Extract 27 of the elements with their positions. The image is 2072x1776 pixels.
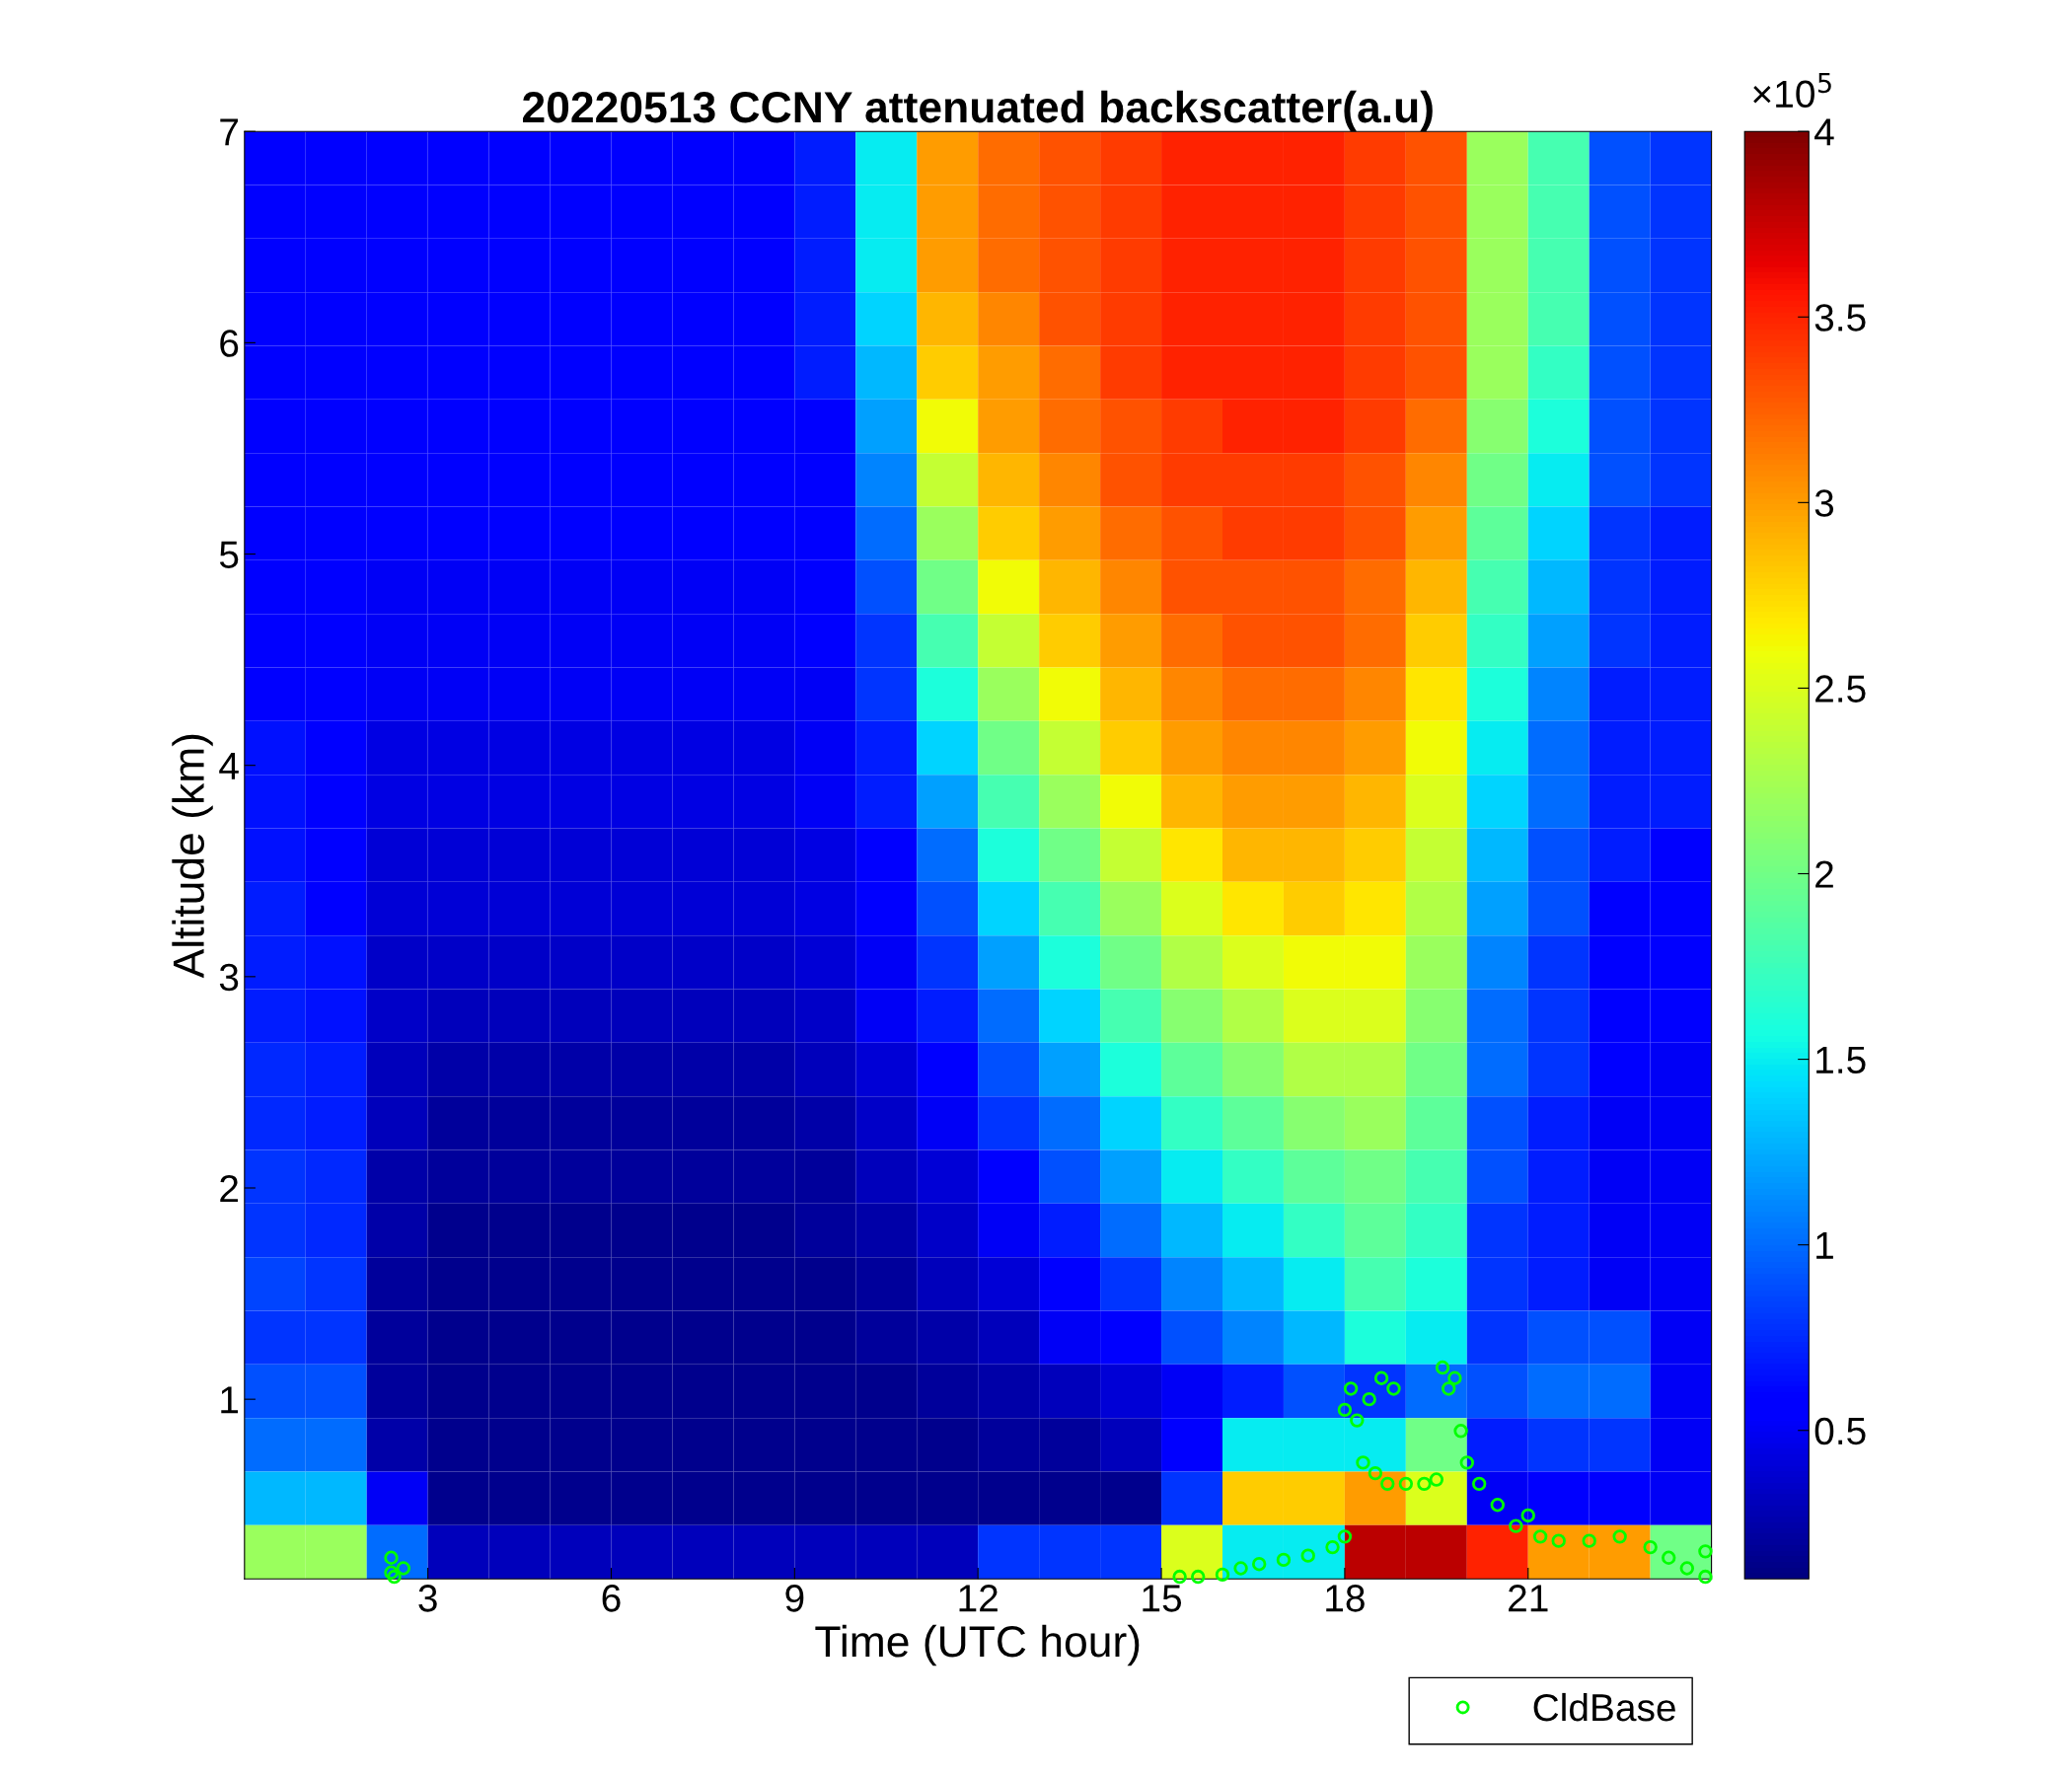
color-bar-label: 1.5 — [1816, 1046, 1866, 1074]
y-tick-label: 3 — [219, 963, 239, 992]
color-bar-label: 4 — [1814, 118, 1834, 146]
color-bar-label: 1 — [1816, 1232, 1833, 1259]
color-bar-label: 3.5 — [1814, 304, 1866, 332]
y-tick-label: 5 — [219, 541, 239, 568]
x-tick-label: 9 — [785, 1585, 804, 1612]
color-bar-label: 3 — [1814, 489, 1834, 517]
x-tick-label: 21 — [1509, 1585, 1548, 1612]
x-tick-label: 6 — [602, 1585, 621, 1612]
y-tick-label: 2 — [220, 1174, 238, 1203]
y-tick-label: 1 — [221, 1386, 239, 1414]
color-bar-label: 2 — [1815, 860, 1833, 888]
y-tick-label: 4 — [219, 753, 239, 779]
x-tick-label: 3 — [418, 1585, 437, 1612]
x-tick-label: 18 — [1326, 1585, 1365, 1612]
color-bar-label: 2.5 — [1815, 675, 1866, 703]
y-tick-label: 7 — [220, 118, 238, 146]
color-bar-label: 0.5 — [1814, 1417, 1866, 1445]
x-tick-label: 12 — [959, 1585, 998, 1612]
y-axis-title: Altitude (km) — [172, 734, 213, 979]
text: ×10$^{5}$ — [1753, 72, 1831, 109]
chart-title: 20220513 CCNY attenuated backscatter(a.u) — [523, 90, 1433, 132]
legend-label: CldBase — [1533, 1692, 1675, 1722]
x-axis-title: Time (UTC hour) — [815, 1624, 1140, 1666]
x-tick-label: 15 — [1143, 1585, 1182, 1612]
y-tick-label: 6 — [220, 330, 239, 357]
